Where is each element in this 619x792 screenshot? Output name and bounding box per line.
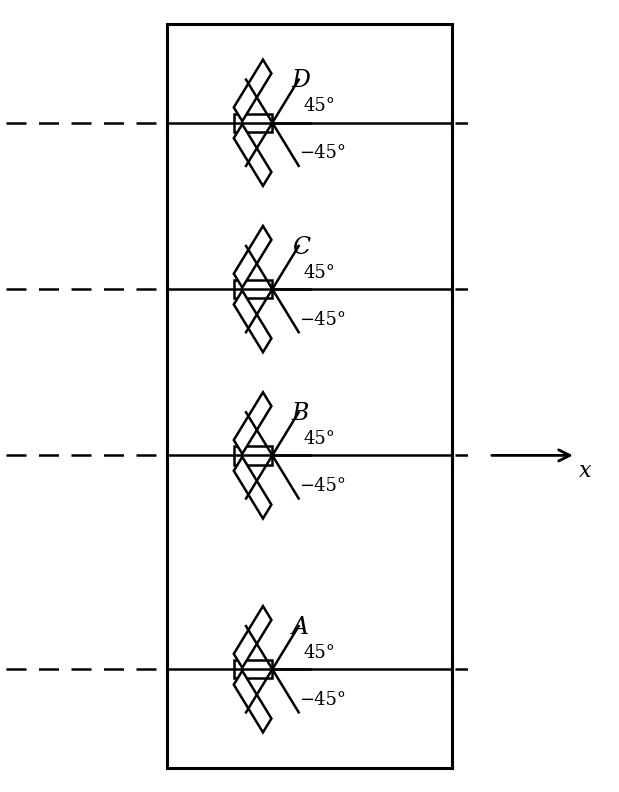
Polygon shape <box>234 392 271 454</box>
Text: D: D <box>292 69 311 92</box>
Text: B: B <box>292 402 309 425</box>
Text: −45°: −45° <box>299 691 346 709</box>
Polygon shape <box>234 113 272 132</box>
Text: 45°: 45° <box>304 430 335 447</box>
Text: −45°: −45° <box>299 477 346 495</box>
Polygon shape <box>234 124 271 186</box>
Text: A: A <box>292 615 309 638</box>
Polygon shape <box>234 280 272 299</box>
Polygon shape <box>234 457 271 519</box>
Polygon shape <box>234 660 272 679</box>
Text: 45°: 45° <box>304 97 335 115</box>
Polygon shape <box>234 291 271 352</box>
Text: 45°: 45° <box>304 264 335 281</box>
Polygon shape <box>234 671 271 733</box>
Text: 45°: 45° <box>304 644 335 661</box>
Text: C: C <box>292 235 310 258</box>
Polygon shape <box>234 446 272 465</box>
Text: x: x <box>579 460 591 482</box>
Polygon shape <box>234 226 271 287</box>
Text: −45°: −45° <box>299 310 346 329</box>
Polygon shape <box>234 606 271 668</box>
Text: −45°: −45° <box>299 144 346 162</box>
Polygon shape <box>234 59 271 121</box>
